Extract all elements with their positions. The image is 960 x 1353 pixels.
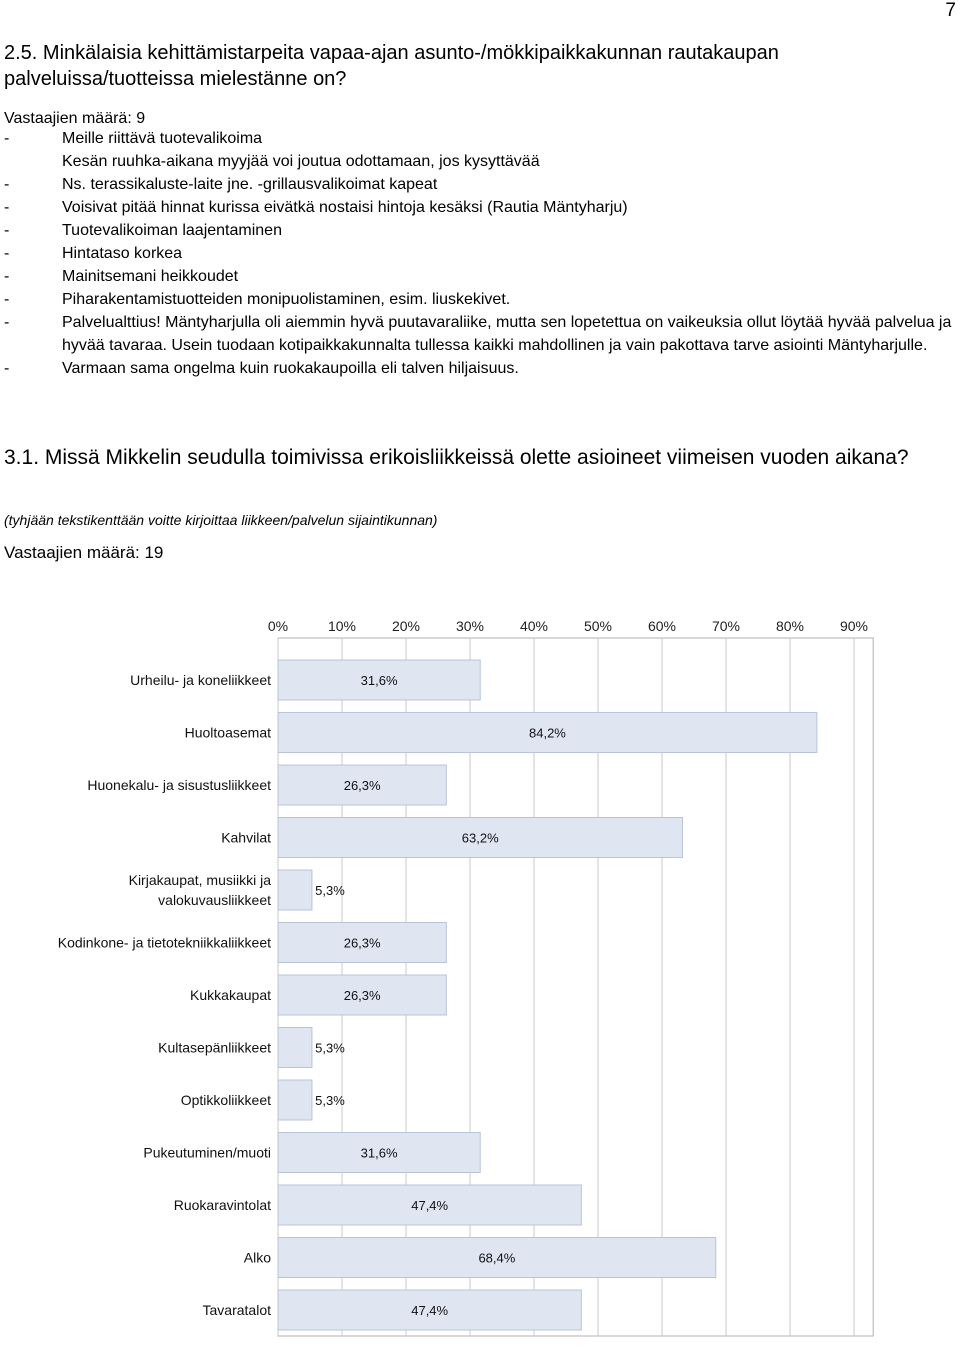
- category-label: Kultasepänliikkeet: [158, 1040, 271, 1056]
- category-label: Kirjakaupat, musiikki ja: [129, 872, 272, 888]
- answer-item: - Voisivat pitää hinnat kurissa eivätkä n…: [4, 196, 954, 219]
- question-title-2: 3.1. Missä Mikkelin seudulla toimivissa …: [4, 446, 909, 469]
- answer-text: Piharakentamistuotteiden monipuolistamin…: [62, 291, 511, 308]
- answer-item: - Hintataso korkea: [4, 242, 954, 265]
- bar: [277, 1027, 313, 1068]
- bar: [277, 1237, 717, 1278]
- bar-value-label: 31,6%: [361, 1146, 398, 1161]
- bar: [277, 1289, 582, 1331]
- answer-text: Mainitsemani heikkoudet: [62, 268, 239, 285]
- category-label: Kukkakaupat: [190, 987, 271, 1003]
- bar-value-label: 68,4%: [478, 1251, 515, 1266]
- answer-item: - Palvelualttius! Mäntyharjulla oli aiemm…: [4, 311, 954, 357]
- bar: [277, 869, 313, 911]
- bar-value-label: 5,3%: [315, 1041, 345, 1056]
- answer-item: - Mainitsemani heikkoudet: [4, 265, 954, 288]
- answer-text: Voisivat pitää hinnat kurissa eivätkä no…: [62, 199, 628, 216]
- answer-dash: -: [4, 360, 10, 377]
- page-number: 7: [945, 0, 956, 21]
- answer-dash: -: [4, 314, 10, 331]
- bar-value-label: 31,6%: [361, 673, 398, 688]
- bar-value-label: 26,3%: [344, 988, 381, 1003]
- category-label: Ruokaravintolat: [174, 1197, 271, 1213]
- question-title: 2.5. Minkälaisia kehittämistarpeita vapa…: [4, 42, 779, 90]
- bar: [277, 1184, 582, 1226]
- category-label: Kodinkone- ja tietotekniikkaliikkeet: [58, 935, 271, 951]
- bar: [277, 1132, 481, 1173]
- answer-text: Tuotevalikoiman laajentaminen: [62, 222, 282, 239]
- bar: [277, 974, 447, 1016]
- answer-dash: -: [4, 222, 10, 239]
- bar-value-label: 47,4%: [411, 1303, 448, 1318]
- answer-text: Meille riittävä tuotevalikoima: [62, 130, 263, 147]
- x-tick-label: 0%: [268, 618, 288, 634]
- bar-value-label: 26,3%: [344, 778, 381, 793]
- bar-value-label: 26,3%: [344, 936, 381, 951]
- respondent-count: Vastaajien määrä: 9: [4, 110, 146, 127]
- x-tick-label: 10%: [328, 618, 356, 634]
- x-tick-label: 40%: [520, 618, 548, 634]
- answer-dash: [4, 150, 62, 173]
- bar-value-label: 84,2%: [529, 726, 566, 741]
- bar: [277, 817, 683, 858]
- category-label: valokuvausliikkeet: [158, 892, 271, 908]
- category-label: Alko: [244, 1250, 271, 1266]
- category-label: Kahvilat: [221, 830, 271, 846]
- category-label: Huoltoasemat: [185, 725, 271, 741]
- category-label: Huonekalu- ja sisustusliikkeet: [87, 777, 271, 793]
- answer-list: - Meille riittävä tuotevalikoima Kesän ruu…: [4, 127, 954, 380]
- bar-value-label: 47,4%: [411, 1198, 448, 1213]
- bar-value-label: 5,3%: [315, 883, 345, 898]
- answer-dash: -: [4, 130, 10, 147]
- category-label: Pukeutuminen/muoti: [143, 1145, 271, 1161]
- bar: [277, 922, 447, 963]
- answer-item: - Piharakentamistuotteiden monipuolistami…: [4, 288, 954, 311]
- answer-item: - Ns. terassikaluste-laite jne. -grillaus…: [4, 173, 954, 196]
- answer-text: Kesän ruuhka-aikana myyjää voi joutua od…: [62, 153, 540, 170]
- answer-dash: -: [4, 199, 10, 216]
- category-label: Optikkoliikkeet: [181, 1092, 271, 1108]
- answer-item: - Varmaan sama ongelma kuin ruokakaupoill…: [4, 357, 954, 380]
- x-tick-label: 80%: [776, 618, 804, 634]
- answer-text: Varmaan sama ongelma kuin ruokakaupoilla…: [62, 360, 519, 377]
- bar: [277, 764, 447, 806]
- x-tick-label: 90%: [840, 618, 868, 634]
- bar: [277, 1079, 313, 1121]
- question-hint: (tyhjään tekstikenttään voitte kirjoitta…: [4, 512, 438, 528]
- category-label: Tavaratalot: [203, 1302, 272, 1318]
- answer-dash: -: [4, 291, 10, 308]
- answer-item: - Tuotevalikoiman laajentaminen: [4, 219, 954, 242]
- answer-dash: -: [4, 176, 10, 193]
- answer-dash: -: [4, 245, 10, 262]
- category-label: Urheilu- ja koneliikkeet: [130, 672, 271, 688]
- bar-value-label: 5,3%: [315, 1093, 345, 1108]
- bar: [277, 659, 481, 701]
- x-tick-label: 20%: [392, 618, 420, 634]
- bar-chart: 0% 10% 20% 30% 40% 50% 60% 70% 80% 90% 31,6% Urheil…: [58, 618, 874, 1337]
- answer-text: Ns. terassikaluste-laite jne. -grillausv…: [62, 176, 438, 193]
- answer-text: Hintataso korkea: [62, 245, 183, 262]
- x-tick-label: 50%: [584, 618, 612, 634]
- bar: [277, 712, 818, 753]
- x-tick-label: 60%: [648, 618, 676, 634]
- respondent-count-2: Vastaajien määrä: 19: [4, 543, 164, 562]
- answer-item: Kesän ruuhka-aikana myyjää voi joutua od…: [4, 150, 954, 173]
- bar-value-label: 63,2%: [462, 831, 499, 846]
- answer-text: Palvelualttius! Mäntyharjulla oli aiemmi…: [62, 314, 952, 354]
- answer-dash: -: [4, 268, 10, 285]
- x-tick-label: 30%: [456, 618, 484, 634]
- x-tick-label: 70%: [712, 618, 740, 634]
- answer-item: - Meille riittävä tuotevalikoima: [4, 127, 954, 150]
